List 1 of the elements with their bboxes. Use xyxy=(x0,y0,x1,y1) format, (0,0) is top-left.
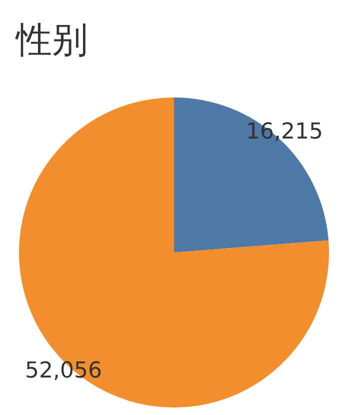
chart-title: 性别 xyxy=(16,19,88,63)
